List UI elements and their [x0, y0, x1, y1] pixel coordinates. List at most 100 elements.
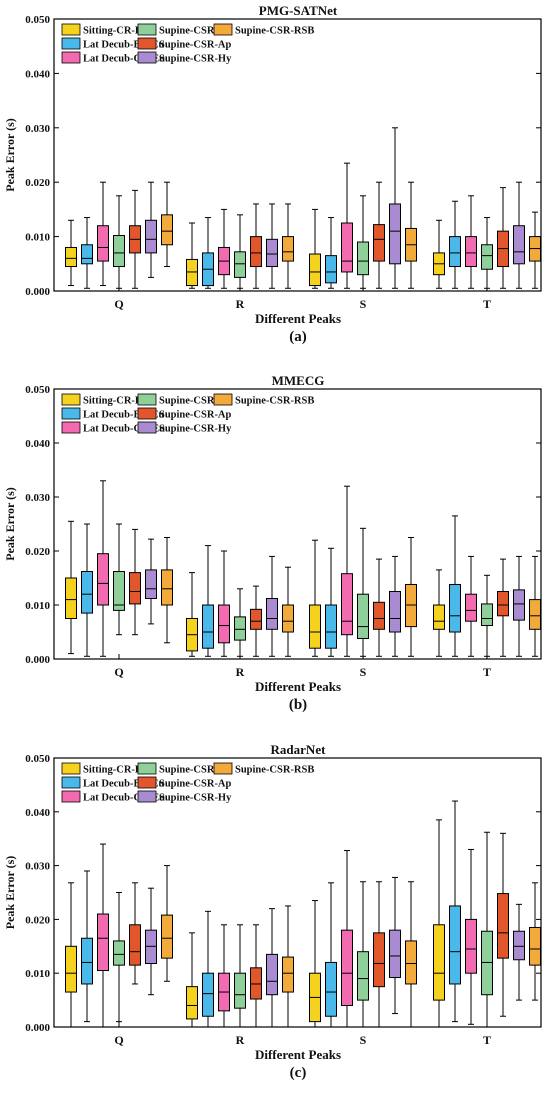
legend-item: Sitting-CR-Eu [61, 393, 148, 407]
legend-label: Supine-CSR-Hy [159, 54, 232, 65]
x-tick-label: T [483, 665, 491, 679]
box-lat-decub-br-eu-S [325, 882, 337, 1028]
box-body [449, 583, 461, 633]
legend-item: Lat Decub-BR-Eu [61, 407, 165, 421]
box-supine-csr-hy-Q [145, 181, 157, 278]
legend-item: Lat Decub-CR-Eu [61, 790, 165, 804]
legend-swatch [137, 776, 157, 789]
legend-item: Supine-CSR-Eu [137, 23, 231, 37]
legend-swatch [213, 23, 233, 36]
box-supine-csr-hy-S [389, 127, 401, 289]
box-lat-decub-br-eu-T [449, 515, 461, 657]
box-supine-csr-hy-S [389, 555, 401, 657]
legend-item: Supine-CSR-Ap [137, 407, 232, 421]
box-body [357, 593, 369, 639]
box-supine-csr-eu-R [234, 214, 246, 289]
box-body [65, 577, 77, 619]
box-supine-csr-eu-Q [113, 892, 125, 1023]
legend-label: Supine-CSR-Eu [159, 26, 231, 37]
legend-label: Sitting-CR-Eu [83, 765, 148, 776]
x-tick-label: Q [114, 1033, 123, 1047]
box-body [161, 914, 173, 959]
legend-label: Lat Decub-CR-Eu [83, 54, 165, 65]
box-body [202, 972, 214, 1017]
box-body [250, 967, 262, 1000]
legend-swatch [137, 51, 157, 64]
x-tick-label: T [483, 1033, 491, 1047]
legend-swatch [61, 421, 81, 434]
box-body [465, 918, 477, 974]
legend-swatch [61, 776, 81, 789]
box-body [449, 236, 461, 268]
box-body [186, 986, 198, 1020]
box-body [266, 953, 278, 996]
legend-label: Lat Decub-CR-Eu [83, 793, 165, 804]
box-body [113, 940, 125, 966]
box-sitting-cr-eu-T [433, 219, 445, 289]
box-supine-csr-hy-T [513, 555, 525, 657]
box-lat-decub-br-eu-S [325, 547, 337, 657]
box-lat-decub-cr-eu-R [218, 924, 230, 1028]
box-supine-csr-eu-S [357, 881, 369, 1028]
box-body [282, 956, 294, 993]
box-body [405, 583, 417, 628]
box-body [250, 608, 262, 630]
box-lat-decub-cr-eu-T [465, 848, 477, 1025]
box-body [113, 571, 125, 611]
plot-frame [53, 18, 542, 292]
box-lat-decub-br-eu-R [202, 217, 214, 289]
box-body [529, 926, 541, 966]
box-supine-csr-hy-R [266, 908, 278, 1028]
box-supine-csr-ap-R [250, 203, 262, 289]
x-tick-label: R [236, 297, 245, 311]
box-lat-decub-cr-eu-S [341, 162, 353, 289]
y-tick-label: 0.000 [25, 286, 50, 298]
box-supine-csr-rsb-S [405, 881, 417, 1028]
box-sitting-cr-eu-R [186, 932, 198, 1028]
box-supine-csr-rsb-R [282, 203, 294, 289]
box-body [433, 604, 445, 630]
box-supine-csr-hy-Q [145, 538, 157, 625]
box-body [465, 236, 477, 268]
box-sitting-cr-eu-Q [65, 882, 77, 1028]
box-body [161, 214, 173, 246]
box-supine-csr-ap-Q [129, 189, 141, 289]
legend-label: Supine-CSR-Hy [159, 793, 232, 804]
box-body [65, 945, 77, 993]
legend-swatch [137, 790, 157, 803]
chart-title: MMECG [272, 373, 325, 388]
box-supine-csr-rsb-R [282, 566, 294, 657]
box-lat-decub-br-eu-R [202, 545, 214, 657]
y-tick-label: 0.050 [25, 753, 50, 765]
box-body [449, 905, 461, 985]
chart-title: RadarNet [271, 742, 327, 757]
legend-label: Lat Decub-BR-Eu [83, 410, 165, 421]
box-supine-csr-eu-T [481, 217, 493, 289]
y-tick-label: 0.000 [25, 654, 50, 666]
legend-item: Supine-CSR-Ap [137, 776, 232, 790]
x-tick-label: Q [114, 665, 123, 679]
legend-swatch [137, 23, 157, 36]
x-tick-label: R [236, 665, 245, 679]
box-supine-csr-ap-T [497, 558, 509, 657]
box-body [405, 940, 417, 985]
box-body [113, 235, 125, 268]
x-tick-label: Q [114, 297, 123, 311]
box-lat-decub-cr-eu-T [465, 555, 477, 657]
box-supine-csr-rsb-T [529, 211, 541, 289]
legend-label: Supine-CSR-RSB [235, 26, 314, 37]
y-tick-label: 0.020 [25, 914, 50, 926]
box-lat-decub-br-eu-S [325, 217, 337, 289]
box-supine-csr-eu-T [481, 574, 493, 657]
legend-item: Supine-CSR-Eu [137, 762, 231, 776]
y-tick-label: 0.040 [25, 807, 50, 819]
box-sitting-cr-eu-R [186, 572, 198, 657]
legend-swatch [213, 393, 233, 406]
box-supine-csr-ap-S [373, 881, 385, 1028]
legend-swatch [61, 790, 81, 803]
box-lat-decub-cr-eu-T [465, 195, 477, 289]
legend-swatch [137, 393, 157, 406]
legend-swatch [61, 51, 81, 64]
box-lat-decub-cr-eu-Q [97, 480, 109, 657]
